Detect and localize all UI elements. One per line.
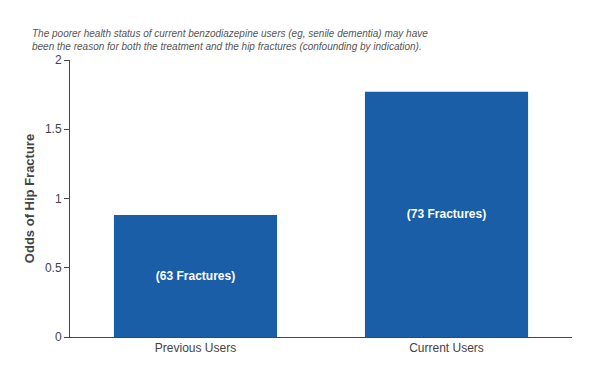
svg-text:0: 0 [55, 330, 62, 344]
svg-text:Previous Users: Previous Users [155, 341, 236, 355]
svg-text:(63 Fractures): (63 Fractures) [156, 269, 235, 283]
svg-text:Current Users: Current Users [409, 341, 484, 355]
svg-text:1: 1 [55, 192, 62, 206]
svg-text:0.5: 0.5 [45, 261, 62, 275]
svg-text:1.5: 1.5 [45, 122, 62, 136]
svg-text:Odds of Hip Fracture: Odds of Hip Fracture [22, 134, 37, 263]
svg-text:(73 Fractures): (73 Fractures) [407, 207, 486, 221]
svg-text:2: 2 [55, 53, 62, 67]
svg-text:The poorer health status of cu: The poorer health status of current benz… [32, 28, 428, 52]
